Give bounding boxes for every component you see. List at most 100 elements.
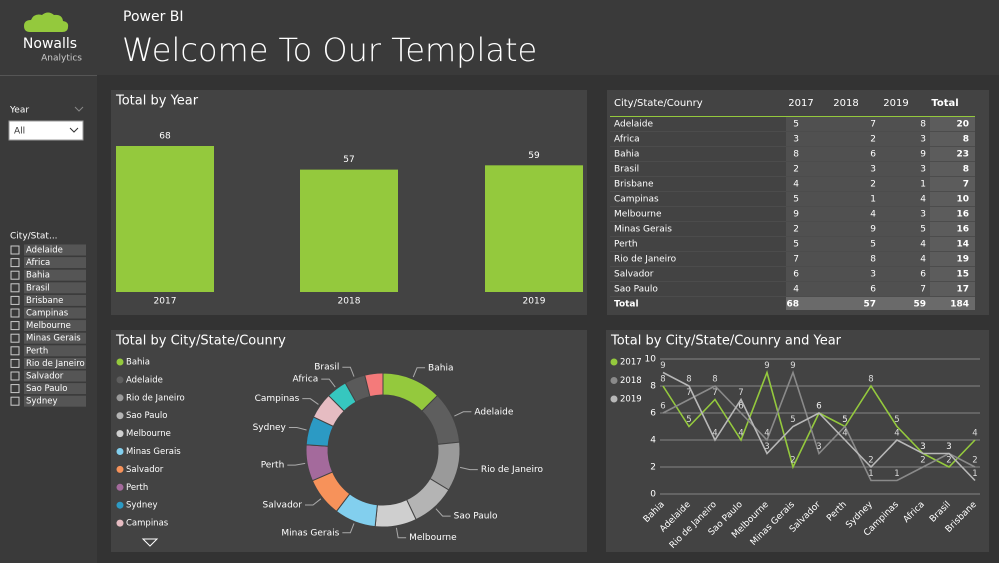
y-tick-label: 10 <box>645 355 657 365</box>
table-cell: Bahia <box>614 150 639 160</box>
legend-marker <box>116 465 124 473</box>
table-cell: 9 <box>920 150 926 160</box>
legend-label: 2019 <box>620 395 642 405</box>
legend-label: Rio de Janeiro <box>126 393 185 403</box>
year-dropdown[interactable] <box>8 120 84 141</box>
checkbox[interactable] <box>10 270 20 280</box>
checkbox[interactable] <box>10 258 20 268</box>
checkbox[interactable] <box>10 321 20 331</box>
data-label: 1 <box>894 469 899 479</box>
legend-marker <box>116 376 124 384</box>
data-label: 6 <box>738 402 743 412</box>
data-label: 5 <box>894 415 899 425</box>
slice-label: Campinas <box>255 394 300 404</box>
slicer-item: Africa <box>26 258 50 268</box>
data-label: 1 <box>972 469 977 479</box>
table-band <box>786 117 930 310</box>
checkbox[interactable] <box>10 308 20 318</box>
slicer-item-bg <box>24 357 86 369</box>
legend-label: 2018 <box>620 376 642 386</box>
checkbox[interactable] <box>10 346 20 356</box>
table-cell: Sao Paulo <box>614 285 658 295</box>
slice-label: Perth <box>261 461 285 471</box>
slice-label: Bahia <box>428 363 453 373</box>
data-label: 3 <box>920 442 925 452</box>
data-label: 4 <box>738 429 743 439</box>
table-cell: 6 <box>870 285 876 295</box>
data-label: 3 <box>946 442 951 452</box>
data-label: 2 <box>972 456 977 466</box>
slicer-item: Adelaide <box>26 246 63 256</box>
data-label: 3 <box>920 442 925 452</box>
table-cell: 6 <box>920 270 926 280</box>
leader-line <box>342 366 355 377</box>
slice-label: Africa <box>293 375 319 385</box>
table-cell: 15 <box>956 270 969 280</box>
slicer-item-bg <box>24 345 86 357</box>
legend-label: 2017 <box>620 358 642 368</box>
checkbox[interactable] <box>10 396 20 406</box>
data-label: 3 <box>816 442 821 452</box>
data-label: 8 <box>868 375 873 385</box>
leader-line <box>321 378 336 388</box>
table-cell: 1 <box>920 180 926 190</box>
legend-more-arrow[interactable] <box>141 538 159 547</box>
table-cell: Melbourne <box>614 210 662 220</box>
bar <box>116 146 214 292</box>
legend-marker <box>610 395 618 403</box>
checkbox[interactable] <box>10 245 20 255</box>
slicer-item: Rio de Janeiro <box>26 359 85 369</box>
bar <box>485 165 583 292</box>
x-tick-label: 2018 <box>338 297 361 307</box>
data-label: 7 <box>712 388 717 398</box>
data-label: 6 <box>660 402 665 412</box>
table-cell: 3 <box>870 165 876 175</box>
table-cell: Campinas <box>614 195 659 205</box>
checkbox[interactable] <box>10 333 20 343</box>
table-cell: Perth <box>614 240 638 250</box>
table-cell: 5 <box>793 120 799 130</box>
data-label: 8 <box>712 375 717 385</box>
slice-label: Rio de Janeiro <box>481 465 544 475</box>
table-cell: 7 <box>870 120 876 130</box>
checkbox[interactable] <box>10 371 20 381</box>
checkbox[interactable] <box>10 283 20 293</box>
table-header: 2019 <box>883 98 908 109</box>
legend-label: Adelaide <box>126 375 163 385</box>
legend-label: Melbourne <box>126 429 171 439</box>
data-label: 2 <box>946 456 951 466</box>
table-total: 68 <box>786 300 799 310</box>
table-cell: 3 <box>920 165 926 175</box>
legend-marker <box>116 412 124 420</box>
slicer-item: Salvador <box>26 372 64 382</box>
table-cell: 3 <box>920 135 926 145</box>
table-cell: 2 <box>870 135 876 145</box>
table-cell: 5 <box>793 195 799 205</box>
slicer-item: Minas Gerais <box>26 334 81 344</box>
data-label: 1 <box>868 469 873 479</box>
table-cell: Brisbane <box>614 180 654 190</box>
table-cell: 23 <box>956 150 969 160</box>
legend-marker <box>116 501 124 509</box>
slicer-item: Perth <box>26 346 48 356</box>
table-cell: 8 <box>870 255 876 265</box>
checkbox[interactable] <box>10 295 20 305</box>
table-total: 184 <box>950 300 969 310</box>
leader-line <box>288 426 307 431</box>
header-bar <box>0 0 999 75</box>
data-label: 4 <box>712 429 717 439</box>
data-label: 6 <box>816 402 821 412</box>
leader-line <box>412 367 426 378</box>
table-cell: 3 <box>870 270 876 280</box>
table-cell: 17 <box>956 285 969 295</box>
slicer-item-bg <box>24 370 86 382</box>
leader-line <box>287 462 306 466</box>
slice-label: Sao Paulo <box>454 512 498 522</box>
chart-title: Total by City/State/Counry and Year <box>610 334 842 349</box>
table-total: Total <box>614 300 639 310</box>
data-label: 4 <box>894 429 899 439</box>
checkbox[interactable] <box>10 384 20 394</box>
logo-name: Nowalls <box>23 36 77 52</box>
slice-label: Adelaide <box>474 407 513 417</box>
checkbox[interactable] <box>10 358 20 368</box>
